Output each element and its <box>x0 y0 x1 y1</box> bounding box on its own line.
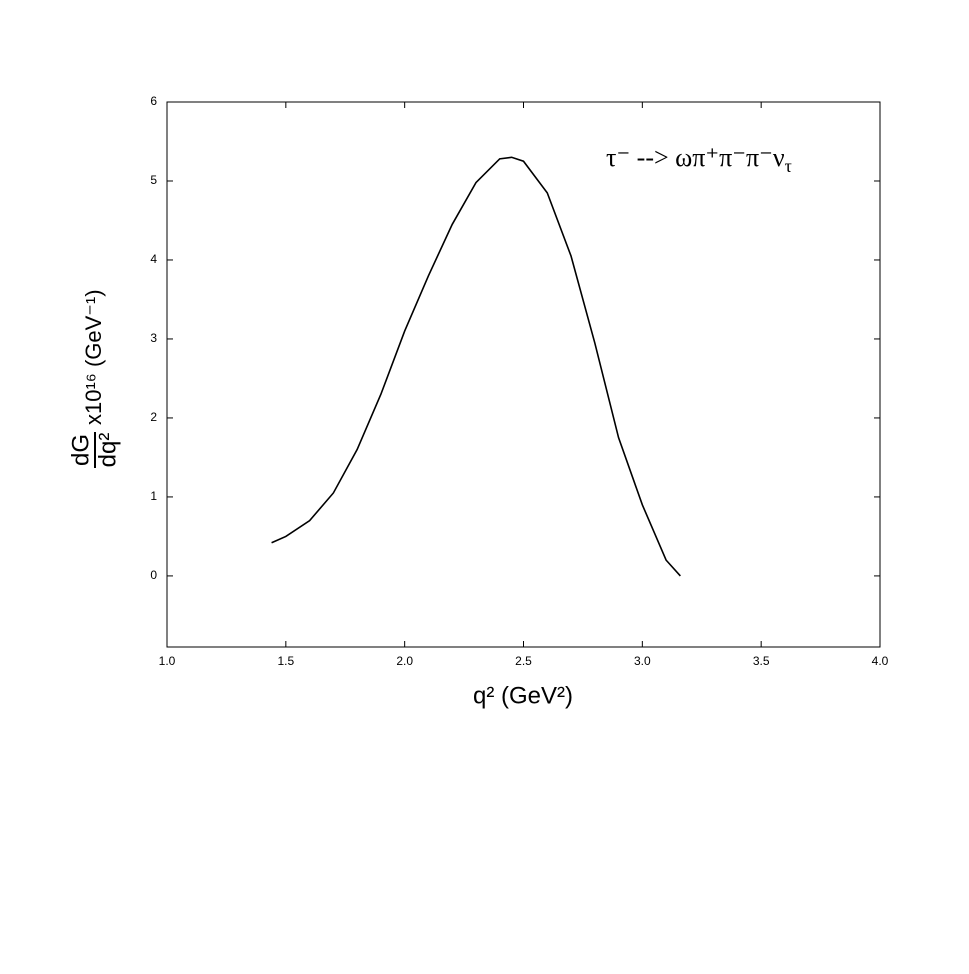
y-label-numerator: dG <box>67 434 94 466</box>
annotation: τ⁻ --> ωπ⁺π⁻π⁻ντ <box>606 143 792 176</box>
y-tick-label: 1 <box>150 489 157 503</box>
y-tick-label: 6 <box>150 94 157 108</box>
plot-frame <box>166 101 881 648</box>
x-tick-label: 4.0 <box>872 654 889 668</box>
x-tick-label: 2.0 <box>396 654 413 668</box>
y-label-rest: x10¹⁶ (GeV⁻¹) <box>81 289 106 425</box>
x-axis-label: q² (GeV²) <box>473 682 573 709</box>
y-tick-label: 4 <box>150 252 157 266</box>
data-line <box>271 156 681 577</box>
y-tick-label: 3 <box>150 331 157 345</box>
y-axis-label: dG dq² x10¹⁶ (GeV⁻¹) <box>67 289 121 468</box>
x-tick-label: 3.0 <box>634 654 651 668</box>
y-label-denominator: dq² <box>94 433 121 468</box>
x-tick-label: 2.5 <box>515 654 532 668</box>
x-tick-label: 3.5 <box>753 654 770 668</box>
y-tick-label: 5 <box>150 173 157 187</box>
annotation-subscript: τ <box>785 156 792 176</box>
annotation-main: τ⁻ --> ωπ⁺π⁻π⁻ν <box>606 143 785 172</box>
y-tick-label: 0 <box>150 568 157 582</box>
y-tick-label: 2 <box>150 410 157 424</box>
x-tick-label: 1.0 <box>159 654 176 668</box>
x-tick-label: 1.5 <box>277 654 294 668</box>
